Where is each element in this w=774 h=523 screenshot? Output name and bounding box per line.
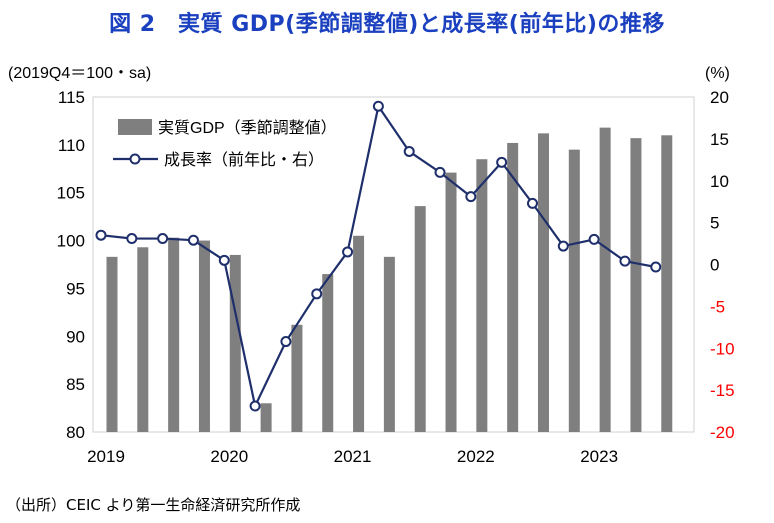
left-axis-tick-label: 95 bbox=[66, 279, 85, 298]
right-axis-tick-label: -20 bbox=[710, 423, 735, 442]
legend-bar-swatch bbox=[118, 119, 152, 135]
gdp-bar bbox=[260, 403, 272, 432]
growth-rate-point bbox=[619, 255, 631, 267]
x-axis-tick-label: 2023 bbox=[580, 447, 618, 466]
growth-rate-point bbox=[126, 233, 138, 245]
left-axis-tick-label: 110 bbox=[58, 136, 85, 155]
legend-line-marker bbox=[129, 153, 141, 165]
gdp-bar bbox=[507, 142, 519, 432]
growth-rate-point bbox=[434, 166, 446, 178]
right-axis-tick-label: 10 bbox=[710, 172, 729, 191]
growth-rate-point bbox=[218, 254, 230, 266]
left-axis-unit-label: (2019Q4＝100・sa) bbox=[8, 65, 151, 82]
right-axis-tick-label: -5 bbox=[710, 297, 725, 316]
left-axis-tick-label: 80 bbox=[66, 423, 85, 442]
growth-rate-point bbox=[95, 229, 107, 241]
left-axis-tick-label: 100 bbox=[57, 232, 85, 251]
x-axis-tick-label: 2022 bbox=[457, 447, 495, 466]
growth-rate-point bbox=[249, 400, 261, 412]
growth-rate-point bbox=[187, 234, 199, 246]
gdp-bar bbox=[661, 135, 673, 433]
growth-rate-point bbox=[465, 191, 477, 203]
growth-rate-point bbox=[372, 100, 384, 112]
gdp-bar bbox=[630, 138, 642, 432]
growth-rate-point bbox=[650, 261, 662, 273]
growth-rate-point bbox=[280, 336, 292, 348]
right-axis-tick-label: -10 bbox=[710, 339, 735, 358]
growth-rate-point bbox=[588, 233, 600, 245]
gdp-bar bbox=[106, 256, 118, 432]
right-axis-tick-label: 15 bbox=[710, 130, 729, 149]
legend-line-label: 成長率（前年比・右） bbox=[164, 151, 324, 169]
gdp-bar bbox=[537, 133, 549, 432]
right-axis-tick-label: -15 bbox=[710, 381, 735, 400]
growth-rate-point bbox=[526, 197, 538, 209]
gdp-bar bbox=[353, 235, 365, 432]
gdp-bar bbox=[476, 159, 488, 432]
x-axis-tick-label: 2019 bbox=[87, 447, 125, 466]
left-axis-tick-label: 105 bbox=[57, 184, 85, 203]
chart-title: 図 2 実質 GDP(季節調整値)と成長率(前年比)の推移 bbox=[109, 12, 665, 37]
gdp-bar bbox=[445, 172, 457, 432]
growth-rate-point bbox=[496, 156, 508, 168]
growth-rate-point bbox=[311, 288, 323, 300]
left-axis-tick-label: 115 bbox=[58, 88, 85, 107]
left-axis-tick-label: 90 bbox=[66, 327, 85, 346]
gdp-bar bbox=[383, 256, 395, 432]
gdp-bar bbox=[291, 324, 303, 432]
right-axis-unit-label: (%) bbox=[705, 65, 730, 82]
gdp-bar bbox=[414, 206, 426, 432]
gdp-bar bbox=[229, 254, 241, 432]
x-axis-tick-label: 2020 bbox=[210, 447, 248, 466]
right-axis-tick-label: 20 bbox=[710, 88, 729, 107]
gdp-bar bbox=[198, 240, 210, 432]
gdp-bar bbox=[599, 127, 611, 432]
x-axis-tick-label: 2021 bbox=[334, 447, 372, 466]
growth-rate-point bbox=[342, 246, 354, 258]
gdp-bar bbox=[168, 237, 180, 432]
gdp-bar bbox=[568, 149, 580, 432]
left-axis-tick-label: 85 bbox=[66, 375, 85, 394]
right-axis-tick-label: 5 bbox=[710, 214, 719, 233]
growth-rate-point bbox=[157, 233, 169, 245]
source-note: （出所）CEIC より第一生命経済研究所作成 bbox=[6, 496, 301, 514]
right-axis-tick-label: 0 bbox=[710, 256, 719, 275]
growth-rate-point bbox=[403, 145, 415, 157]
gdp-bar bbox=[137, 247, 149, 432]
legend-bar-label: 実質GDP（季節調整値） bbox=[158, 119, 337, 137]
gdp-bar bbox=[322, 274, 334, 432]
growth-rate-point bbox=[557, 240, 569, 252]
